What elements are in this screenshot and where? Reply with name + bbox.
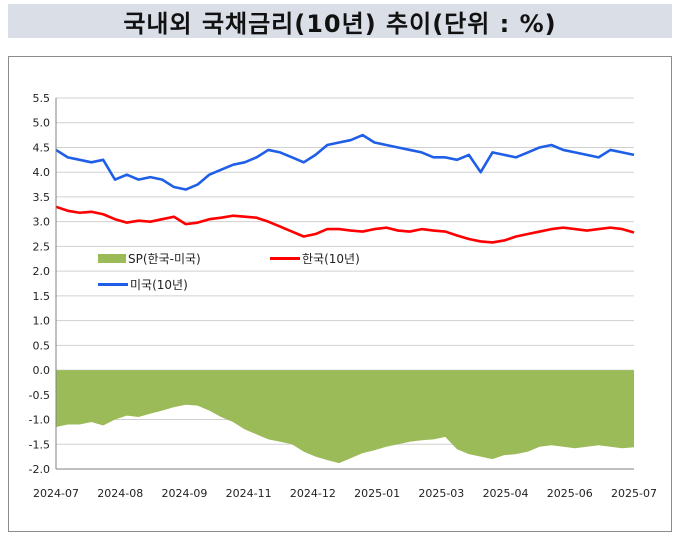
page-title: 국내외 국채금리(10년) 추이(단위 : %) xyxy=(123,9,557,38)
sp-area-group xyxy=(56,370,634,464)
us-line xyxy=(55,133,635,191)
sp-area xyxy=(56,370,634,464)
x-tick-label: 2024-09 xyxy=(161,487,207,500)
y-tick-label: 1.5 xyxy=(33,290,51,303)
legend-swatch-sp xyxy=(98,254,126,263)
y-tick-labels: 5.5 5.0 4.5 4.0 3.5 3.0 2.5 2.0 1.5 1.0 0.5 0.0 -0.5… xyxy=(29,92,50,476)
axes xyxy=(55,98,634,470)
y-tick-label: 2.0 xyxy=(33,265,51,278)
y-tick-label: 4.0 xyxy=(33,166,51,179)
x-tick-label: 2025-06 xyxy=(547,487,593,500)
legend-label-sp: SP(한국-미국) xyxy=(128,252,201,266)
y-tick-label: 1.0 xyxy=(33,315,51,328)
x-tick-label: 2024-12 xyxy=(290,487,336,500)
y-tick-label: 5.0 xyxy=(33,117,51,130)
line-series-group xyxy=(55,133,635,244)
y-tick-label: 0.0 xyxy=(33,364,51,377)
y-tick-label: -0.5 xyxy=(29,389,50,402)
legend: SP(한국-미국) 한국(10년) 미국(10년) xyxy=(98,252,360,292)
y-tick-label: -1.5 xyxy=(29,438,50,451)
legend-label-korea: 한국(10년) xyxy=(302,252,360,266)
korea-line xyxy=(55,205,635,244)
y-tick-label: 3.5 xyxy=(33,191,51,204)
y-tick-label: 2.5 xyxy=(33,240,51,253)
y-tick-label: -1.0 xyxy=(29,414,50,427)
legend-label-us: 미국(10년) xyxy=(130,278,188,292)
x-tick-label: 2024-07 xyxy=(33,487,79,500)
y-tick-label: 5.5 xyxy=(33,92,51,105)
x-tick-label: 2025-07 xyxy=(611,487,657,500)
y-tick-label: 0.5 xyxy=(33,339,51,352)
y-tick-label: 3.0 xyxy=(33,216,51,229)
x-tick-label: 2025-03 xyxy=(418,487,464,500)
x-tick-labels: 2024-07 2024-08 2024-09 2024-11 2024-12 2025-… xyxy=(33,487,657,500)
x-tick-label: 2025-04 xyxy=(483,487,529,500)
y-tick-label: -2.0 xyxy=(29,463,50,476)
x-tick-label: 2024-11 xyxy=(226,487,272,500)
x-tick-label: 2024-08 xyxy=(97,487,143,500)
y-tick-label: 4.5 xyxy=(33,141,51,154)
title-bar: 국내외 국채금리(10년) 추이(단위 : %) xyxy=(8,4,672,38)
x-tick-label: 2025-01 xyxy=(354,487,400,500)
